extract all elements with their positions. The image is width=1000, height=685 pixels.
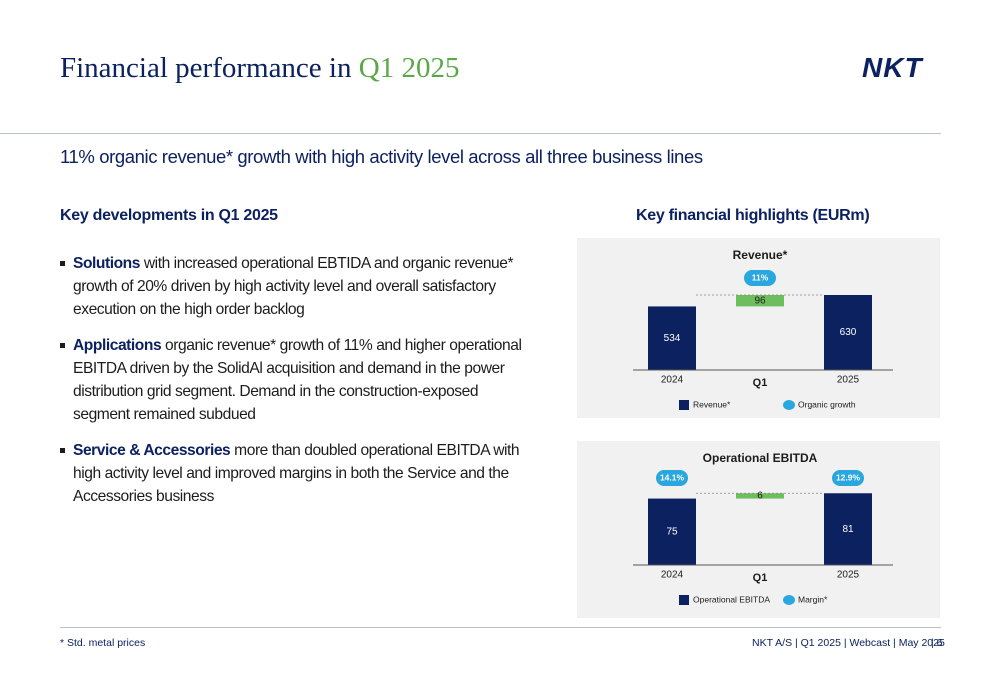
bullet-lead: Service & Accessories bbox=[73, 442, 231, 459]
group-label: Q1 bbox=[753, 572, 768, 584]
section-heading: Key developments in Q1 2025 bbox=[60, 207, 278, 224]
legend-swatch bbox=[679, 400, 689, 410]
legend-swatch bbox=[679, 595, 689, 605]
x-tick-label: 2025 bbox=[837, 375, 860, 386]
data-label: 6 bbox=[757, 491, 763, 502]
ebitda-chart: Operational EBITDA 75 6 81 14.1% 12.9% 2024 202… bbox=[577, 441, 940, 618]
bar bbox=[824, 295, 872, 370]
legend-label: Margin* bbox=[798, 594, 828, 604]
badge-label: 14.1% bbox=[660, 472, 685, 482]
slide-title: Financial performance in Q1 2025 bbox=[60, 52, 459, 85]
badge bbox=[656, 470, 688, 486]
legend-swatch bbox=[783, 595, 795, 605]
badge bbox=[744, 270, 776, 286]
section-heading: Key financial highlights (EURm) bbox=[636, 207, 870, 224]
footer-source: NKT A/S | Q1 2025 | Webcast | May 2025 bbox=[752, 637, 945, 649]
chart-title: Revenue* bbox=[733, 248, 788, 262]
bullet: Solutions with increased operational EBT… bbox=[60, 252, 522, 321]
bullet-text: more than doubled operational EBITDA wit… bbox=[73, 442, 520, 505]
revenue-chart: Revenue* 534 96 630 11% 2024 2025 Q1 Revenue* Org… bbox=[577, 238, 940, 418]
data-label: 534 bbox=[664, 333, 681, 344]
chart-title: Operational EBITDA bbox=[703, 451, 818, 465]
bar bbox=[648, 498, 696, 565]
bullet-text: organic revenue* growth of 11% and highe… bbox=[73, 337, 522, 423]
bullet-lead: Solutions bbox=[73, 255, 140, 272]
data-label: 75 bbox=[666, 526, 678, 537]
bullet: Service & Accessories more than doubled … bbox=[60, 439, 522, 508]
group-label: Q1 bbox=[753, 377, 768, 389]
x-tick-label: 2025 bbox=[837, 570, 860, 581]
data-label: 96 bbox=[754, 295, 766, 306]
divider bbox=[0, 133, 941, 134]
bullet-text: with increased operational EBTIDA and or… bbox=[73, 255, 514, 318]
data-label: 630 bbox=[840, 327, 857, 338]
title-highlight: Q1 2025 bbox=[358, 52, 460, 84]
delta-bar bbox=[736, 295, 784, 307]
legend-swatch bbox=[783, 400, 795, 410]
badge-label: 12.9% bbox=[836, 472, 861, 482]
data-label: 81 bbox=[842, 524, 854, 535]
divider bbox=[60, 627, 941, 628]
bullet-list: Solutions with increased operational EBT… bbox=[60, 252, 522, 521]
delta-bar bbox=[736, 493, 784, 499]
x-tick-label: 2024 bbox=[661, 570, 684, 581]
badge bbox=[832, 470, 864, 486]
bar bbox=[648, 306, 696, 370]
x-tick-label: 2024 bbox=[661, 375, 684, 386]
legend-label: Organic growth bbox=[798, 399, 856, 409]
bullet-lead: Applications bbox=[73, 337, 162, 354]
logo: NKT bbox=[862, 52, 923, 83]
footnote: * Std. metal prices bbox=[60, 637, 146, 649]
title-text: Financial performance in bbox=[60, 52, 359, 84]
page-number: | 6 bbox=[931, 637, 943, 649]
subtitle: 11% organic revenue* growth with high ac… bbox=[60, 146, 703, 167]
badge-label: 11% bbox=[752, 272, 769, 282]
legend-label: Operational EBITDA bbox=[693, 594, 770, 604]
bar bbox=[824, 493, 872, 565]
bullet: Applications organic revenue* growth of … bbox=[60, 334, 522, 426]
legend-label: Revenue* bbox=[693, 399, 731, 409]
